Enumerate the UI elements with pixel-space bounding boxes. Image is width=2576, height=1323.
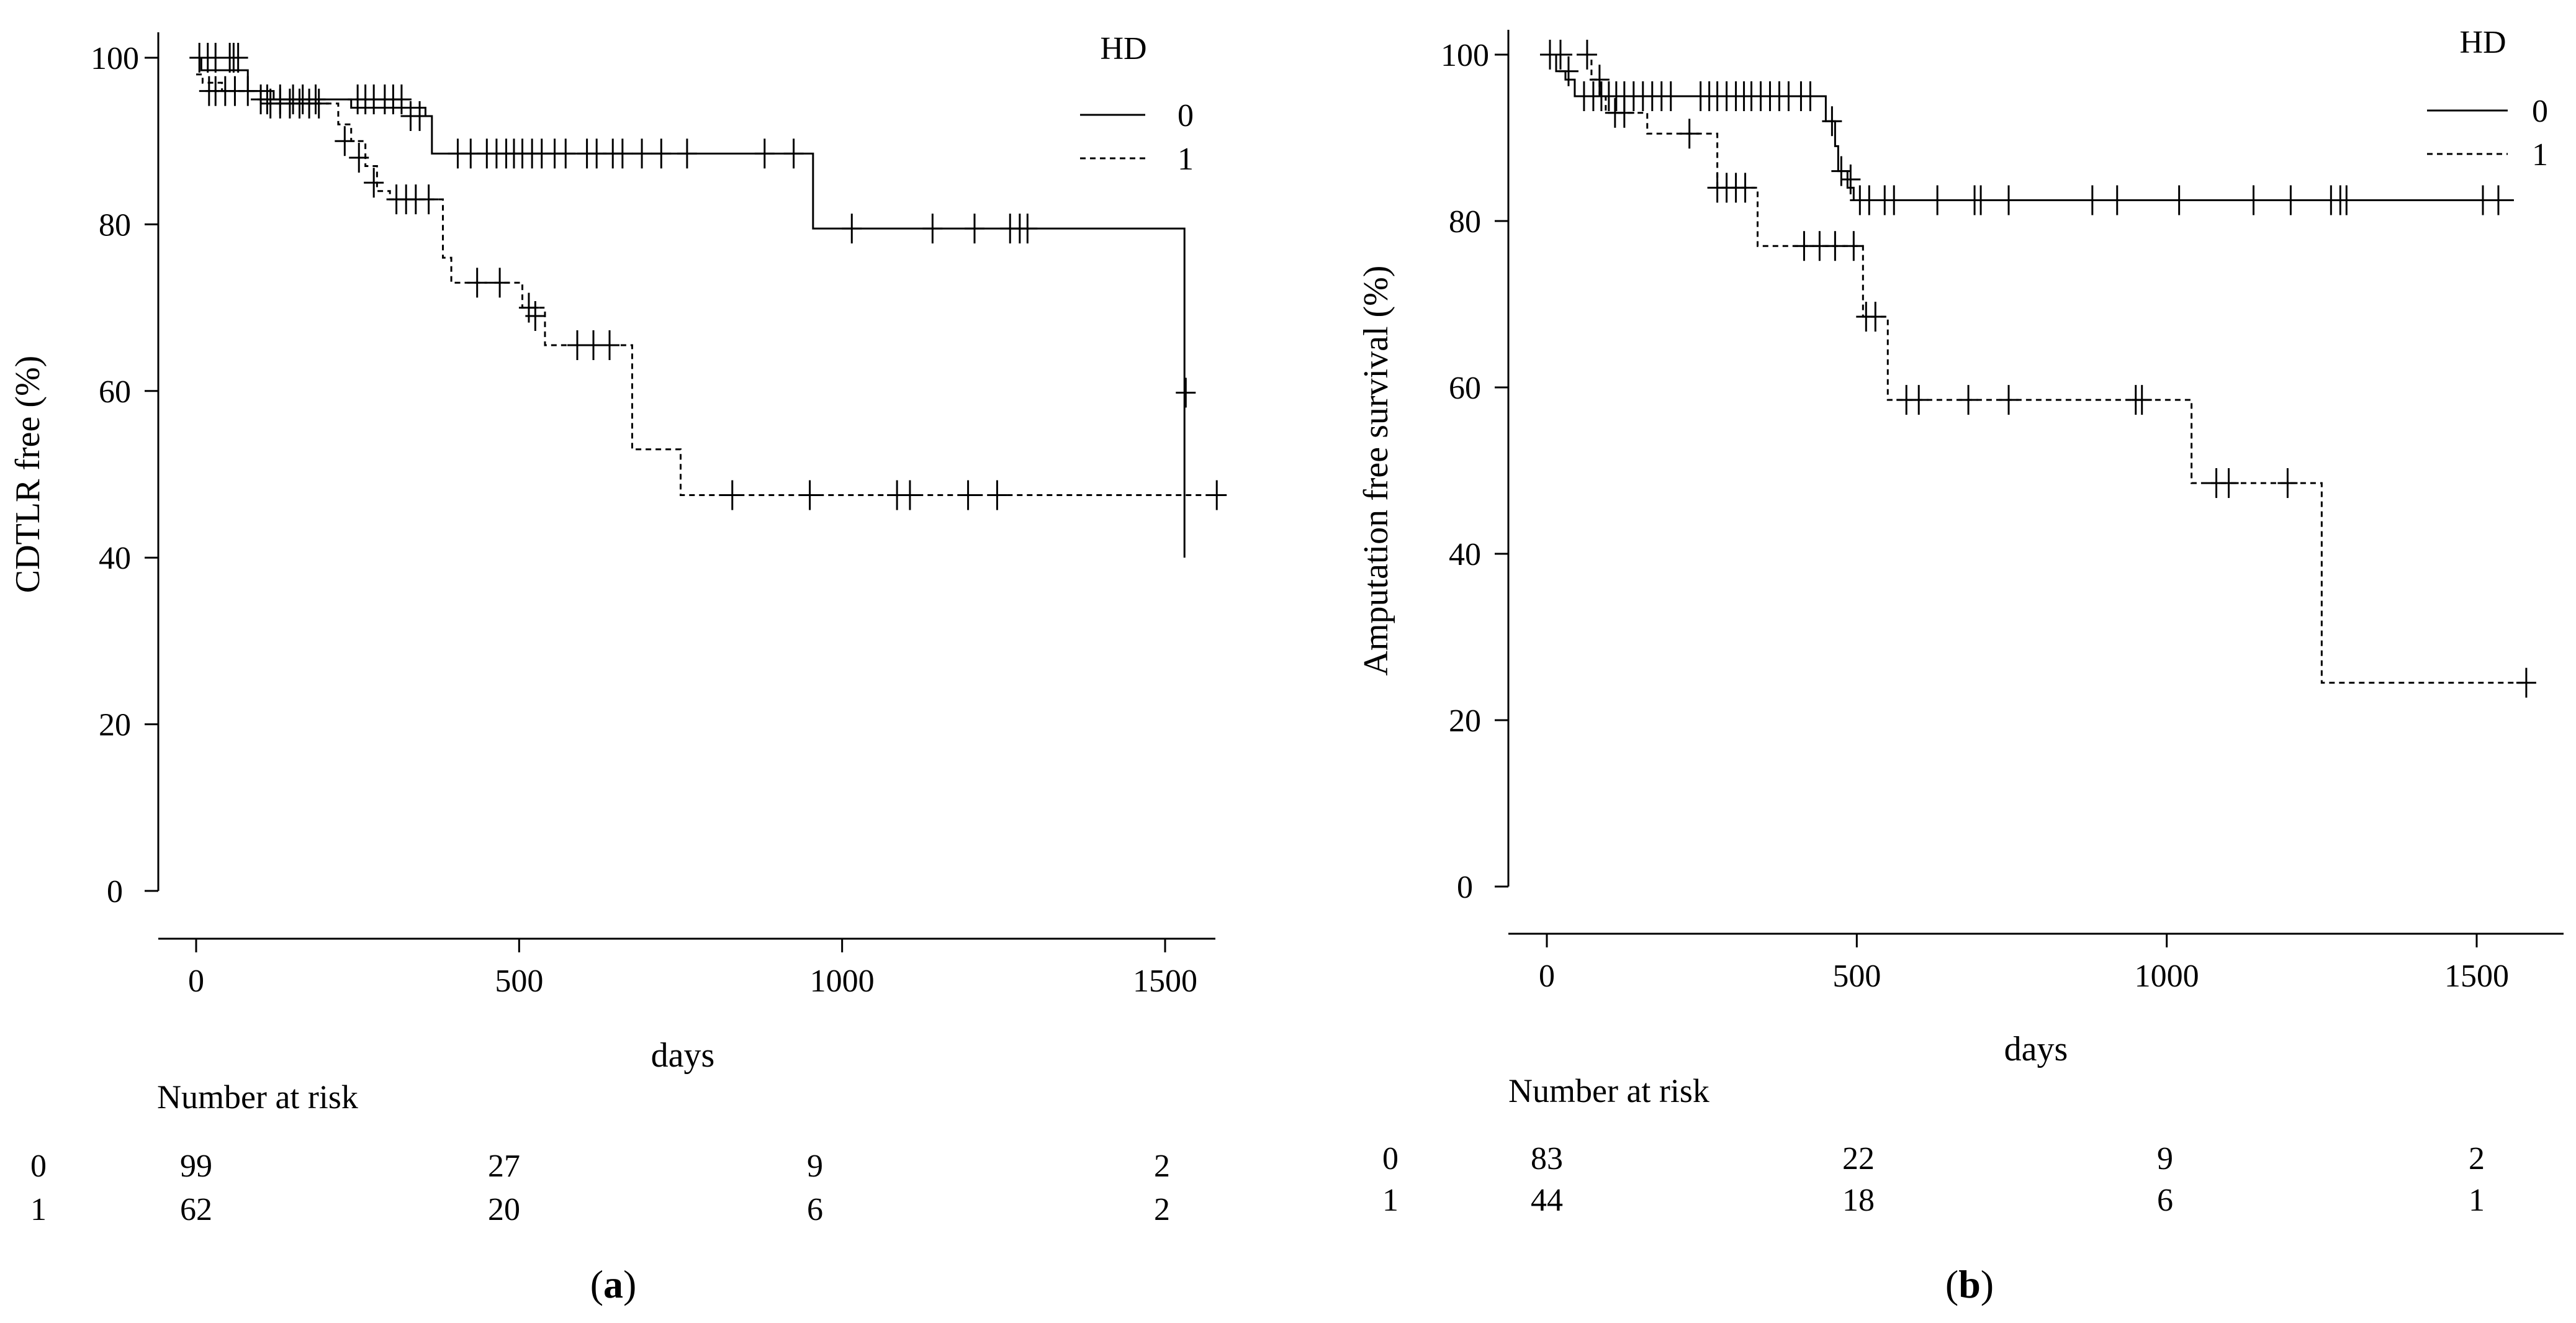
panel-label-close: ) — [1981, 1262, 1994, 1306]
series-group-1 — [196, 73, 1227, 510]
y-tick-label: 80 — [99, 207, 131, 243]
panel-label-close: ) — [623, 1262, 636, 1306]
legend-label-0: 0 — [1178, 98, 1194, 133]
legend-label-1: 1 — [2532, 137, 2548, 173]
legend-label-1: 1 — [1178, 142, 1194, 177]
risk-count: 99 — [180, 1149, 212, 1184]
series-line-0 — [196, 56, 1186, 558]
x-tick-label: 0 — [188, 964, 204, 999]
risk-row-group: 0 — [30, 1149, 47, 1184]
y-tick-label: 100 — [91, 41, 139, 76]
risk-count: 22 — [1842, 1141, 1875, 1176]
legend: HD 0 1 — [1080, 31, 1194, 177]
risk-count: 18 — [1842, 1183, 1875, 1218]
risk-count: 20 — [488, 1192, 520, 1227]
panel-label-letter: b — [1958, 1262, 1981, 1306]
series-group-1 — [1547, 40, 2536, 698]
y-axis-title: Amputation free survival (%) — [1357, 266, 1395, 676]
x-axis-title: days — [651, 1036, 715, 1075]
panel-label-open: ( — [590, 1262, 603, 1306]
y-tick-label: 80 — [1449, 204, 1481, 240]
y-tick-label: 0 — [107, 874, 123, 910]
x-tick-label: 0 — [1539, 959, 1555, 994]
risk-count: 9 — [2157, 1141, 2173, 1176]
risk-row-group: 0 — [1382, 1141, 1398, 1176]
x-tick-label: 500 — [1832, 959, 1881, 994]
risk-row-group: 1 — [1382, 1183, 1398, 1218]
x-tick-label: 1500 — [2444, 959, 2509, 994]
risk-count: 44 — [1531, 1183, 1563, 1218]
risk-count: 2 — [1154, 1192, 1170, 1227]
risk-table-title: Number at risk — [157, 1078, 358, 1116]
y-tick-label: 20 — [1449, 703, 1481, 739]
risk-count: 2 — [2469, 1141, 2485, 1176]
risk-count: 9 — [807, 1149, 823, 1184]
risk-count: 2 — [1154, 1149, 1170, 1184]
risk-row-group: 1 — [30, 1192, 47, 1227]
x-tick-label: 1500 — [1133, 964, 1197, 999]
y-tick-label: 40 — [99, 541, 131, 576]
y-tick-label: 100 — [1441, 38, 1489, 73]
x-tick-label: 1000 — [2135, 959, 2199, 994]
risk-table: Number at risk 0 83 22 9 2 1 44 18 6 1 — [1382, 1072, 2485, 1218]
panel-label-open: ( — [1945, 1262, 1958, 1306]
x-axis-title: days — [2004, 1030, 2068, 1068]
panel-label: (b) — [1945, 1262, 1994, 1306]
risk-count: 83 — [1531, 1141, 1563, 1176]
y-axis-title: CDTLR free (%) — [9, 356, 47, 594]
legend: HD 0 1 — [2427, 25, 2548, 173]
y-tick-label: 60 — [99, 374, 131, 410]
legend-label-0: 0 — [2532, 94, 2548, 129]
series-group-0 — [1539, 40, 2514, 215]
panel-label: (a) — [590, 1262, 637, 1306]
risk-count: 6 — [2157, 1183, 2173, 1218]
legend-title: HD — [2459, 25, 2506, 60]
risk-count: 27 — [488, 1149, 520, 1184]
x-tick-label: 1000 — [810, 964, 875, 999]
y-tick-label: 20 — [99, 708, 131, 743]
risk-count: 6 — [807, 1192, 823, 1227]
legend-title: HD — [1100, 31, 1146, 66]
panel-label-letter: a — [603, 1262, 623, 1306]
y-tick-label: 40 — [1449, 537, 1481, 572]
x-tick-label: 500 — [495, 964, 543, 999]
series-group-0 — [189, 43, 1196, 558]
risk-count: 1 — [2469, 1183, 2485, 1218]
risk-count: 62 — [180, 1192, 212, 1227]
y-tick-label: 60 — [1449, 371, 1481, 406]
risk-table-title: Number at risk — [1508, 1072, 1709, 1109]
y-tick-label: 0 — [1457, 870, 1473, 905]
